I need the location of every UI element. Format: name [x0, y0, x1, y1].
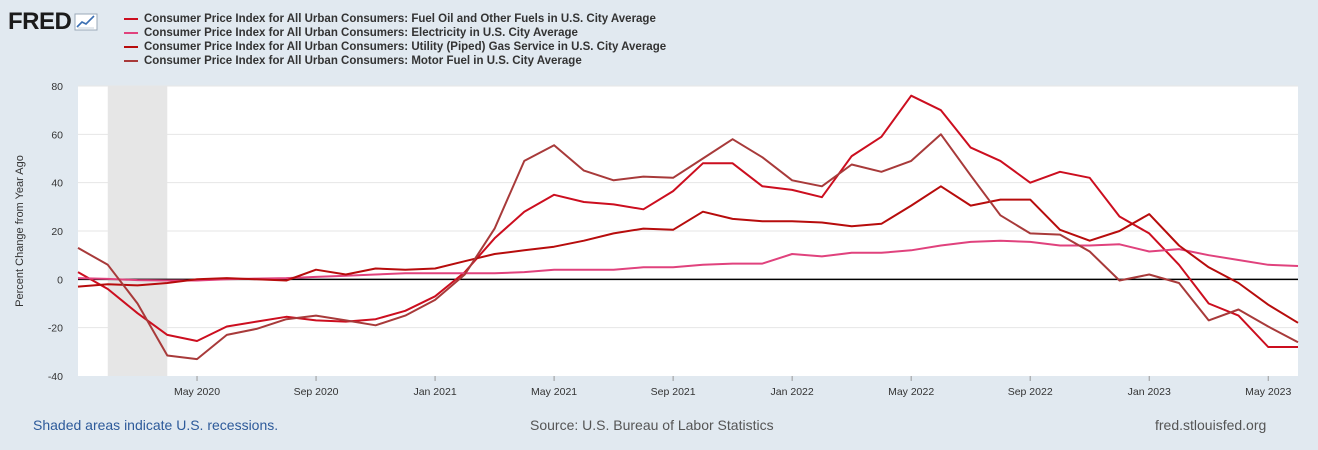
x-tick-label: May 2021 — [531, 386, 577, 398]
y-tick-label: 40 — [51, 178, 63, 190]
x-tick-label: Jan 2021 — [413, 386, 456, 398]
y-tick-label: -40 — [48, 371, 63, 383]
series-line-1 — [77, 239, 1299, 282]
chart-legend: Consumer Price Index for All Urban Consu… — [124, 12, 666, 68]
x-tick-label: Sep 2022 — [1008, 386, 1053, 398]
legend-label: Consumer Price Index for All Urban Consu… — [144, 27, 578, 39]
series-line-3 — [77, 133, 1299, 361]
site-link[interactable]: fred.stlouisfed.org — [1155, 417, 1267, 433]
legend-swatch — [124, 46, 138, 48]
series-line-2 — [77, 185, 1299, 324]
series-lines — [77, 94, 1299, 361]
fred-logo[interactable]: FRED — [8, 8, 98, 36]
legend-item-motor-fuel[interactable]: Consumer Price Index for All Urban Consu… — [124, 54, 666, 68]
x-tick-label: Sep 2020 — [294, 386, 339, 398]
x-axis-ticks: May 2020 Sep 2020 Jan 2021 May 2021 Sep 2021… — [174, 376, 1291, 398]
x-tick-label: May 2023 — [1245, 386, 1291, 398]
y-axis-ticks: -40 -20 0 20 40 60 80 — [48, 81, 63, 383]
legend-label: Consumer Price Index for All Urban Consu… — [144, 55, 582, 67]
y-tick-label: 60 — [51, 129, 63, 141]
y-tick-label: -20 — [48, 323, 63, 335]
fred-logo-text: FRED — [8, 8, 72, 35]
legend-label: Consumer Price Index for All Urban Consu… — [144, 13, 656, 25]
recession-note: Shaded areas indicate U.S. recessions. — [33, 417, 279, 433]
y-tick-label: 20 — [51, 226, 63, 238]
x-tick-label: May 2020 — [174, 386, 220, 398]
y-tick-label: 0 — [57, 274, 63, 286]
y-axis-title: Percent Change from Year Ago — [14, 155, 26, 307]
x-tick-label: Jan 2022 — [771, 386, 814, 398]
x-tick-label: Sep 2021 — [651, 386, 696, 398]
source-text: Source: U.S. Bureau of Labor Statistics — [530, 417, 774, 433]
series-line-0 — [77, 94, 1298, 348]
chart-trend-icon — [74, 13, 98, 31]
legend-swatch — [124, 60, 138, 62]
x-tick-label: May 2022 — [888, 386, 934, 398]
legend-item-fuel-oil[interactable]: Consumer Price Index for All Urban Consu… — [124, 12, 666, 26]
y-tick-label: 80 — [51, 81, 63, 93]
line-chart: -40 -20 0 20 40 60 80 May 2020 Sep 2020 Jan 2021… — [14, 81, 1299, 398]
legend-item-utility-gas[interactable]: Consumer Price Index for All Urban Consu… — [124, 40, 666, 54]
legend-item-electricity[interactable]: Consumer Price Index for All Urban Consu… — [124, 26, 666, 40]
legend-swatch — [124, 18, 138, 20]
legend-swatch — [124, 32, 138, 34]
legend-label: Consumer Price Index for All Urban Consu… — [144, 41, 667, 53]
x-tick-label: Jan 2023 — [1128, 386, 1171, 398]
